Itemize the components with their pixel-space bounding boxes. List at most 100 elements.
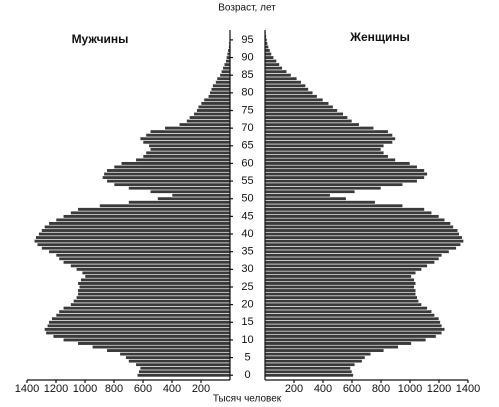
chart-title: Возраст, лет bbox=[218, 3, 276, 14]
bar bbox=[264, 193, 331, 198]
bar bbox=[264, 309, 433, 314]
bar bbox=[145, 133, 231, 138]
bar bbox=[264, 228, 459, 233]
x-tick-label: 1400 bbox=[15, 383, 39, 395]
bar bbox=[264, 119, 353, 124]
bar bbox=[128, 186, 231, 191]
bar bbox=[41, 228, 231, 233]
bar bbox=[193, 111, 231, 117]
bar bbox=[135, 157, 231, 162]
bar bbox=[113, 164, 231, 170]
bar bbox=[149, 189, 231, 194]
y-tick-label: 5 bbox=[244, 351, 250, 363]
bar bbox=[264, 200, 376, 205]
y-tick-label: 0 bbox=[244, 369, 250, 381]
bar bbox=[197, 104, 231, 110]
bar bbox=[62, 337, 231, 343]
bar bbox=[264, 373, 354, 378]
bar bbox=[48, 320, 231, 325]
bar bbox=[221, 69, 231, 74]
bar bbox=[62, 260, 231, 265]
bar bbox=[264, 355, 366, 360]
bar bbox=[264, 48, 271, 53]
bar bbox=[264, 122, 360, 127]
bar bbox=[81, 270, 231, 275]
bar bbox=[264, 337, 427, 343]
bar bbox=[84, 274, 231, 279]
bar bbox=[264, 87, 309, 92]
bar bbox=[264, 136, 396, 141]
bar bbox=[264, 207, 425, 212]
bar bbox=[264, 69, 288, 74]
y-tick-label: 10 bbox=[241, 334, 253, 346]
x-tick-label: 1200 bbox=[44, 383, 68, 395]
bar bbox=[142, 154, 231, 159]
bar bbox=[264, 133, 393, 138]
bar bbox=[209, 90, 231, 95]
bar bbox=[178, 122, 231, 127]
bar bbox=[200, 101, 231, 106]
bar bbox=[139, 136, 231, 141]
bar bbox=[189, 115, 231, 120]
x-tick-label: 1400 bbox=[456, 383, 480, 395]
bar bbox=[149, 147, 231, 152]
bar bbox=[212, 83, 231, 88]
bar bbox=[106, 179, 231, 184]
y-tick-label: 20 bbox=[241, 299, 253, 311]
bar bbox=[52, 334, 231, 339]
bar bbox=[264, 186, 382, 191]
bar bbox=[48, 249, 231, 254]
bar bbox=[80, 277, 231, 282]
bar bbox=[264, 221, 451, 226]
bar bbox=[33, 239, 231, 244]
bar bbox=[45, 330, 231, 335]
bar bbox=[264, 101, 330, 106]
legend-male: Мужчины bbox=[72, 32, 129, 46]
bar bbox=[120, 161, 231, 166]
bar bbox=[264, 179, 418, 184]
bar bbox=[264, 239, 464, 244]
y-tick-label: 95 bbox=[241, 34, 253, 46]
bar bbox=[264, 316, 440, 321]
bar bbox=[222, 66, 231, 71]
bar bbox=[264, 157, 396, 162]
bar bbox=[77, 288, 231, 293]
bar bbox=[215, 80, 231, 85]
bar bbox=[145, 150, 231, 155]
bar bbox=[76, 295, 231, 300]
bar bbox=[62, 306, 231, 311]
bar bbox=[164, 126, 231, 131]
bar bbox=[264, 366, 351, 371]
bar bbox=[207, 94, 231, 99]
bar bbox=[264, 196, 347, 201]
bar bbox=[264, 90, 314, 95]
x-tick-label: 200 bbox=[192, 383, 210, 395]
x-tick-label: 800 bbox=[105, 383, 123, 395]
y-tick-label: 90 bbox=[241, 51, 253, 63]
y-tick-label: 45 bbox=[241, 210, 253, 222]
y-tick-label: 70 bbox=[241, 122, 253, 134]
y-tick-label: 75 bbox=[241, 104, 253, 116]
x-tick-label: 1000 bbox=[398, 383, 422, 395]
bar bbox=[70, 210, 231, 215]
bar bbox=[216, 76, 231, 81]
y-tick-label: 55 bbox=[241, 175, 253, 187]
y-tick-label: 25 bbox=[241, 281, 253, 293]
bar bbox=[264, 351, 372, 357]
bar bbox=[264, 306, 428, 311]
y-tick-label: 35 bbox=[241, 246, 253, 258]
bar bbox=[99, 203, 231, 208]
bar bbox=[55, 253, 231, 258]
bar bbox=[264, 267, 422, 272]
bar bbox=[264, 111, 344, 117]
bar bbox=[264, 143, 385, 148]
x-tick-label: 400 bbox=[163, 383, 181, 395]
bar bbox=[264, 369, 353, 374]
bar bbox=[264, 55, 274, 60]
bar bbox=[264, 270, 417, 275]
bar bbox=[36, 242, 231, 247]
bar bbox=[264, 210, 433, 215]
bar bbox=[70, 263, 231, 268]
y-tick-label: 60 bbox=[241, 157, 253, 169]
bar bbox=[264, 291, 417, 297]
